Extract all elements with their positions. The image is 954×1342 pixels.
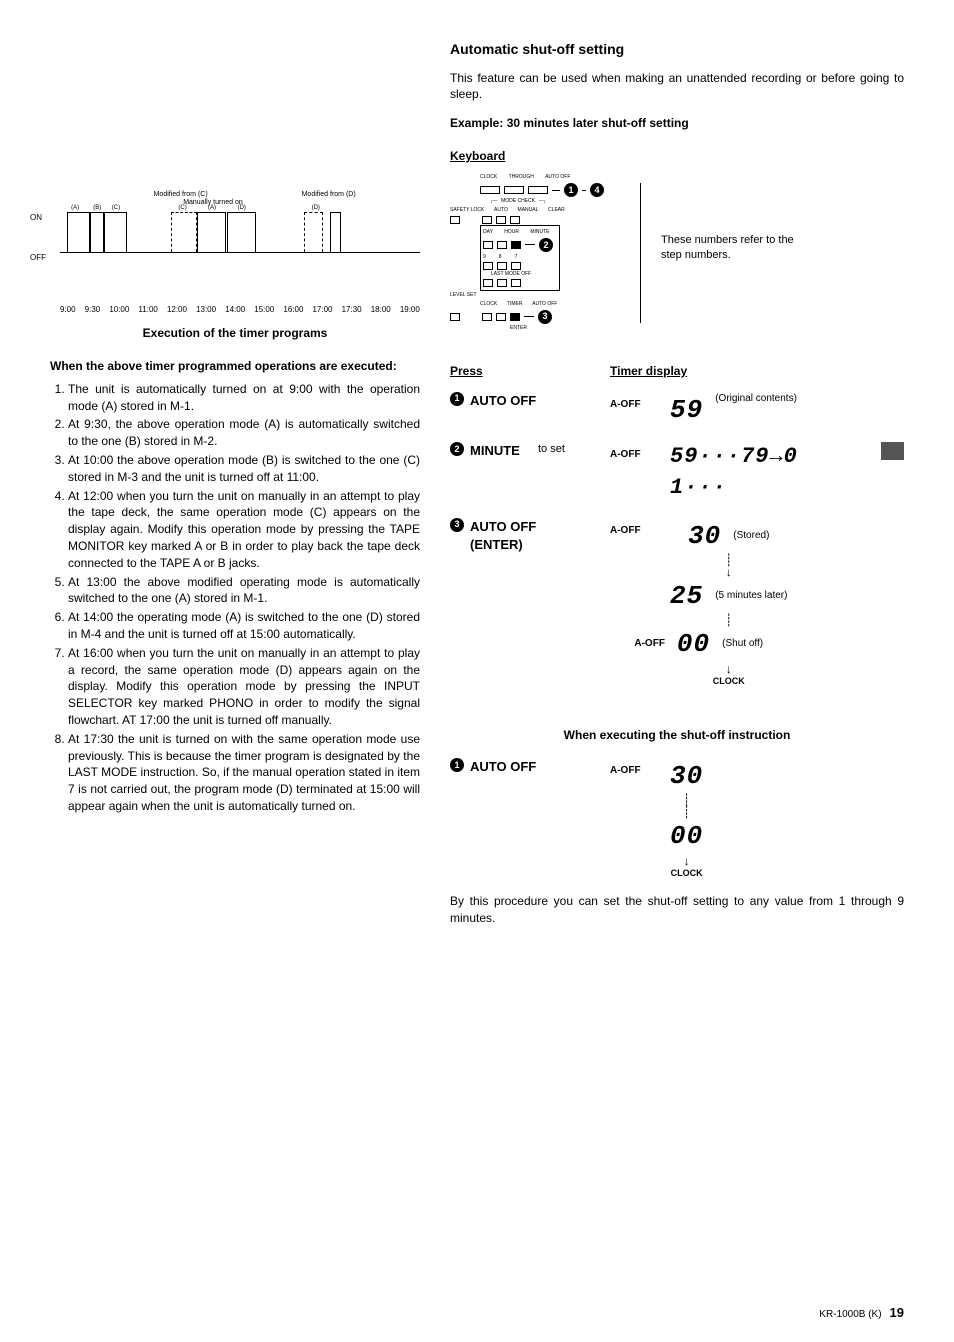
press-row-3: 3 AUTO OFF (ENTER) A-OFF 30(Stored) ┊↓ 2… bbox=[450, 518, 904, 688]
step-8: At 17:30 the unit is turned on with the … bbox=[68, 731, 420, 815]
closing-note: By this procedure you can set the shut-o… bbox=[450, 893, 904, 927]
auto-shutoff-title: Automatic shut-off setting bbox=[450, 40, 904, 60]
timeline-ticks: 9:009:30 10:0011:00 12:0013:00 14:0015:0… bbox=[60, 304, 420, 315]
step-3: At 10:00 the above operation mode (B) is… bbox=[68, 452, 420, 486]
label-on: ON bbox=[30, 212, 42, 223]
press-row-1: 1 AUTO OFF A-OFF 59 (Original contents) bbox=[450, 392, 904, 428]
step-2: At 9:30, the above operation mode (A) is… bbox=[68, 416, 420, 450]
callout-2: 2 bbox=[539, 238, 553, 252]
step-7: At 16:00 when you turn the unit on manua… bbox=[68, 645, 420, 729]
timer-steps-list: The unit is automatically turned on at 9… bbox=[50, 381, 420, 815]
keyboard-side-note: These numbers refer to the step numbers. bbox=[661, 233, 801, 264]
press-header: Press bbox=[450, 363, 610, 380]
label-off: OFF bbox=[30, 252, 46, 263]
auto-shutoff-intro: This feature can be used when making an … bbox=[450, 70, 904, 104]
display-header: Timer display bbox=[610, 363, 687, 380]
exec-title: When executing the shut-off instruction bbox=[450, 727, 904, 744]
timer-timeline-diagram: Modified from (C) Manually turned on Mod… bbox=[50, 200, 420, 315]
step-1: The unit is automatically turned on at 9… bbox=[68, 381, 420, 415]
page-footer: KR-1000B (K)19 bbox=[819, 1304, 904, 1322]
example-heading: Example: 30 minutes later shut-off setti… bbox=[450, 115, 904, 132]
callout-4: 4 bbox=[590, 183, 604, 197]
step-5: At 13:00 the above modified operating mo… bbox=[68, 574, 420, 608]
executed-heading: When the above timer programmed operatio… bbox=[50, 358, 420, 375]
press-row-2: 2 MINUTE to set A-OFF 59···79→0 1··· bbox=[450, 442, 904, 504]
timeline-caption: Execution of the timer programs bbox=[50, 325, 420, 342]
keyboard-diagram: CLOCK THROUGH AUTO OFF 1 4 ┌─MODE CHECK─… bbox=[450, 173, 904, 333]
note-modified-d: Modified from (D) bbox=[302, 190, 356, 200]
step-6: At 14:00 the operating mode (A) is switc… bbox=[68, 609, 420, 643]
exec-row: 1 AUTO OFF A-OFF 30 ┊┊ 00 ↓ CLOCK bbox=[450, 758, 904, 879]
keyboard-label: Keyboard bbox=[450, 148, 904, 165]
step-4: At 12:00 when you turn the unit on manua… bbox=[68, 488, 420, 572]
callout-1: 1 bbox=[564, 183, 578, 197]
callout-3: 3 bbox=[538, 310, 552, 324]
